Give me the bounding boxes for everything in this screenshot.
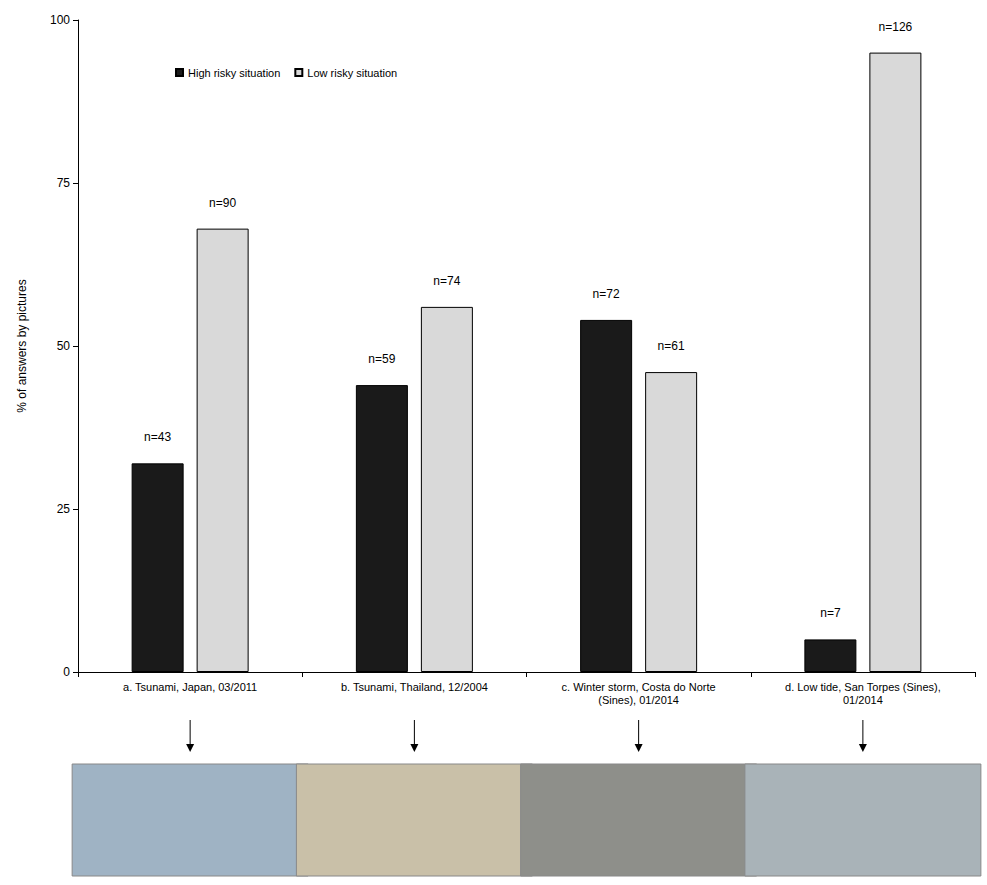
svg-text:Low risky situation: Low risky situation [307,67,397,79]
svg-text:% of answers by pictures: % of answers by pictures [15,279,29,412]
svg-text:n=43: n=43 [144,430,171,444]
svg-text:100: 100 [50,13,70,27]
svg-text:n=7: n=7 [820,606,841,620]
svg-text:n=72: n=72 [593,287,620,301]
svg-text:75: 75 [57,176,71,190]
svg-text:n=59: n=59 [368,352,395,366]
svg-text:High risky situation: High risky situation [188,67,280,79]
svg-text:25: 25 [57,502,71,516]
svg-text:d. Low tide, San Torpes (Sines: d. Low tide, San Torpes (Sines), [785,681,941,693]
svg-text:c. Winter storm, Costa do Nort: c. Winter storm, Costa do Norte [562,681,716,693]
svg-text:n=90: n=90 [209,196,236,210]
svg-text:n=61: n=61 [658,339,685,353]
svg-text:0: 0 [63,665,70,679]
svg-text:b. Tsunami, Thailand, 12/2004: b. Tsunami, Thailand, 12/2004 [341,681,488,693]
svg-text:(Sines), 01/2014: (Sines), 01/2014 [598,694,679,706]
svg-text:50: 50 [57,339,71,353]
svg-text:n=126: n=126 [879,20,913,34]
svg-text:01/2014: 01/2014 [843,694,883,706]
svg-text:a. Tsunami, Japan, 03/2011: a. Tsunami, Japan, 03/2011 [123,681,257,693]
svg-text:n=74: n=74 [433,274,460,288]
